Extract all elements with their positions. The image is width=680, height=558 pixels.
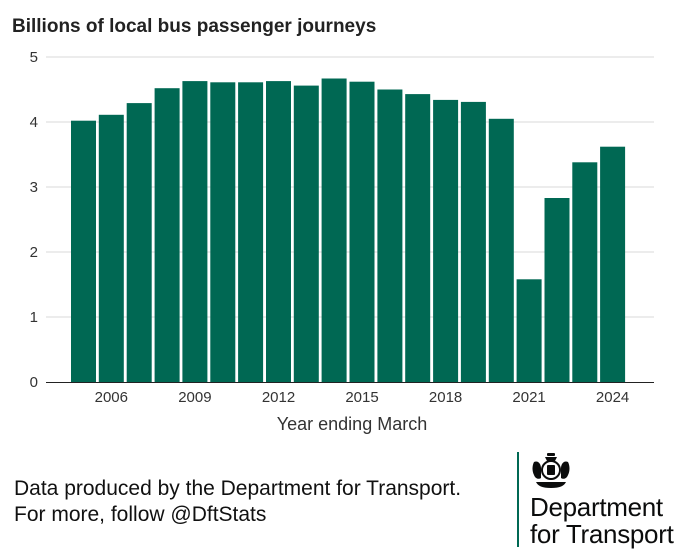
y-tick-label: 3 [30,179,38,196]
department-logo-text: Department for Transport [530,494,674,548]
bar-2008 [154,88,180,382]
bar-2007 [126,103,152,382]
bar-2012 [266,81,291,382]
footer-line-1: Data produced by the Department for Tran… [14,477,462,500]
footer-line-2: For more, follow @DftStats [14,503,267,526]
bar-chart: 0 1 2 3 4 5 2006 2009 2012 2015 2018 2021 2024 Year… [30,49,654,434]
bar-2021 [516,279,542,382]
bar-2006 [98,114,124,383]
x-tick-label: 2006 [95,389,128,406]
y-tick-label: 4 [30,114,38,131]
bar-2019 [460,101,486,383]
bar-2013 [293,85,319,382]
x-tick-label: 2018 [429,389,462,406]
y-tick-label: 2 [30,244,38,261]
bar-2018 [433,99,459,383]
bar-2023 [572,162,598,382]
y-axis-labels: 0 1 2 3 4 5 [30,49,38,391]
brand-divider [517,452,519,547]
bar-2010 [210,82,236,383]
y-tick-label: 1 [30,309,38,326]
bars [71,78,626,383]
bar-2005 [71,120,96,382]
x-tick-label: 2021 [512,389,545,406]
x-tick-label: 2012 [262,389,295,406]
bar-2015 [349,81,375,382]
chart-title: Billions of local bus passenger journeys [12,16,377,37]
y-tick-label: 5 [30,49,38,66]
bar-2024 [600,146,626,382]
x-tick-label: 2009 [178,389,211,406]
y-tick-label: 0 [30,374,38,391]
bar-2017 [405,94,431,382]
bar-2022 [544,198,570,382]
brand-line-1: Department [530,492,663,522]
bar-2011 [238,82,264,383]
bar-2014 [321,78,347,382]
royal-crest-icon [532,453,570,488]
bar-2020 [488,118,514,383]
brand-line-2: for Transport [530,519,674,549]
x-axis-labels: 2006 2009 2012 2015 2018 2021 2024 [95,389,630,406]
x-tick-label: 2015 [345,389,378,406]
bar-2016 [377,89,403,382]
bar-2009 [182,81,208,382]
footer-text: Data produced by the Department for Tran… [14,476,461,528]
x-axis-title: Year ending March [277,414,427,434]
x-tick-label: 2024 [596,389,629,406]
